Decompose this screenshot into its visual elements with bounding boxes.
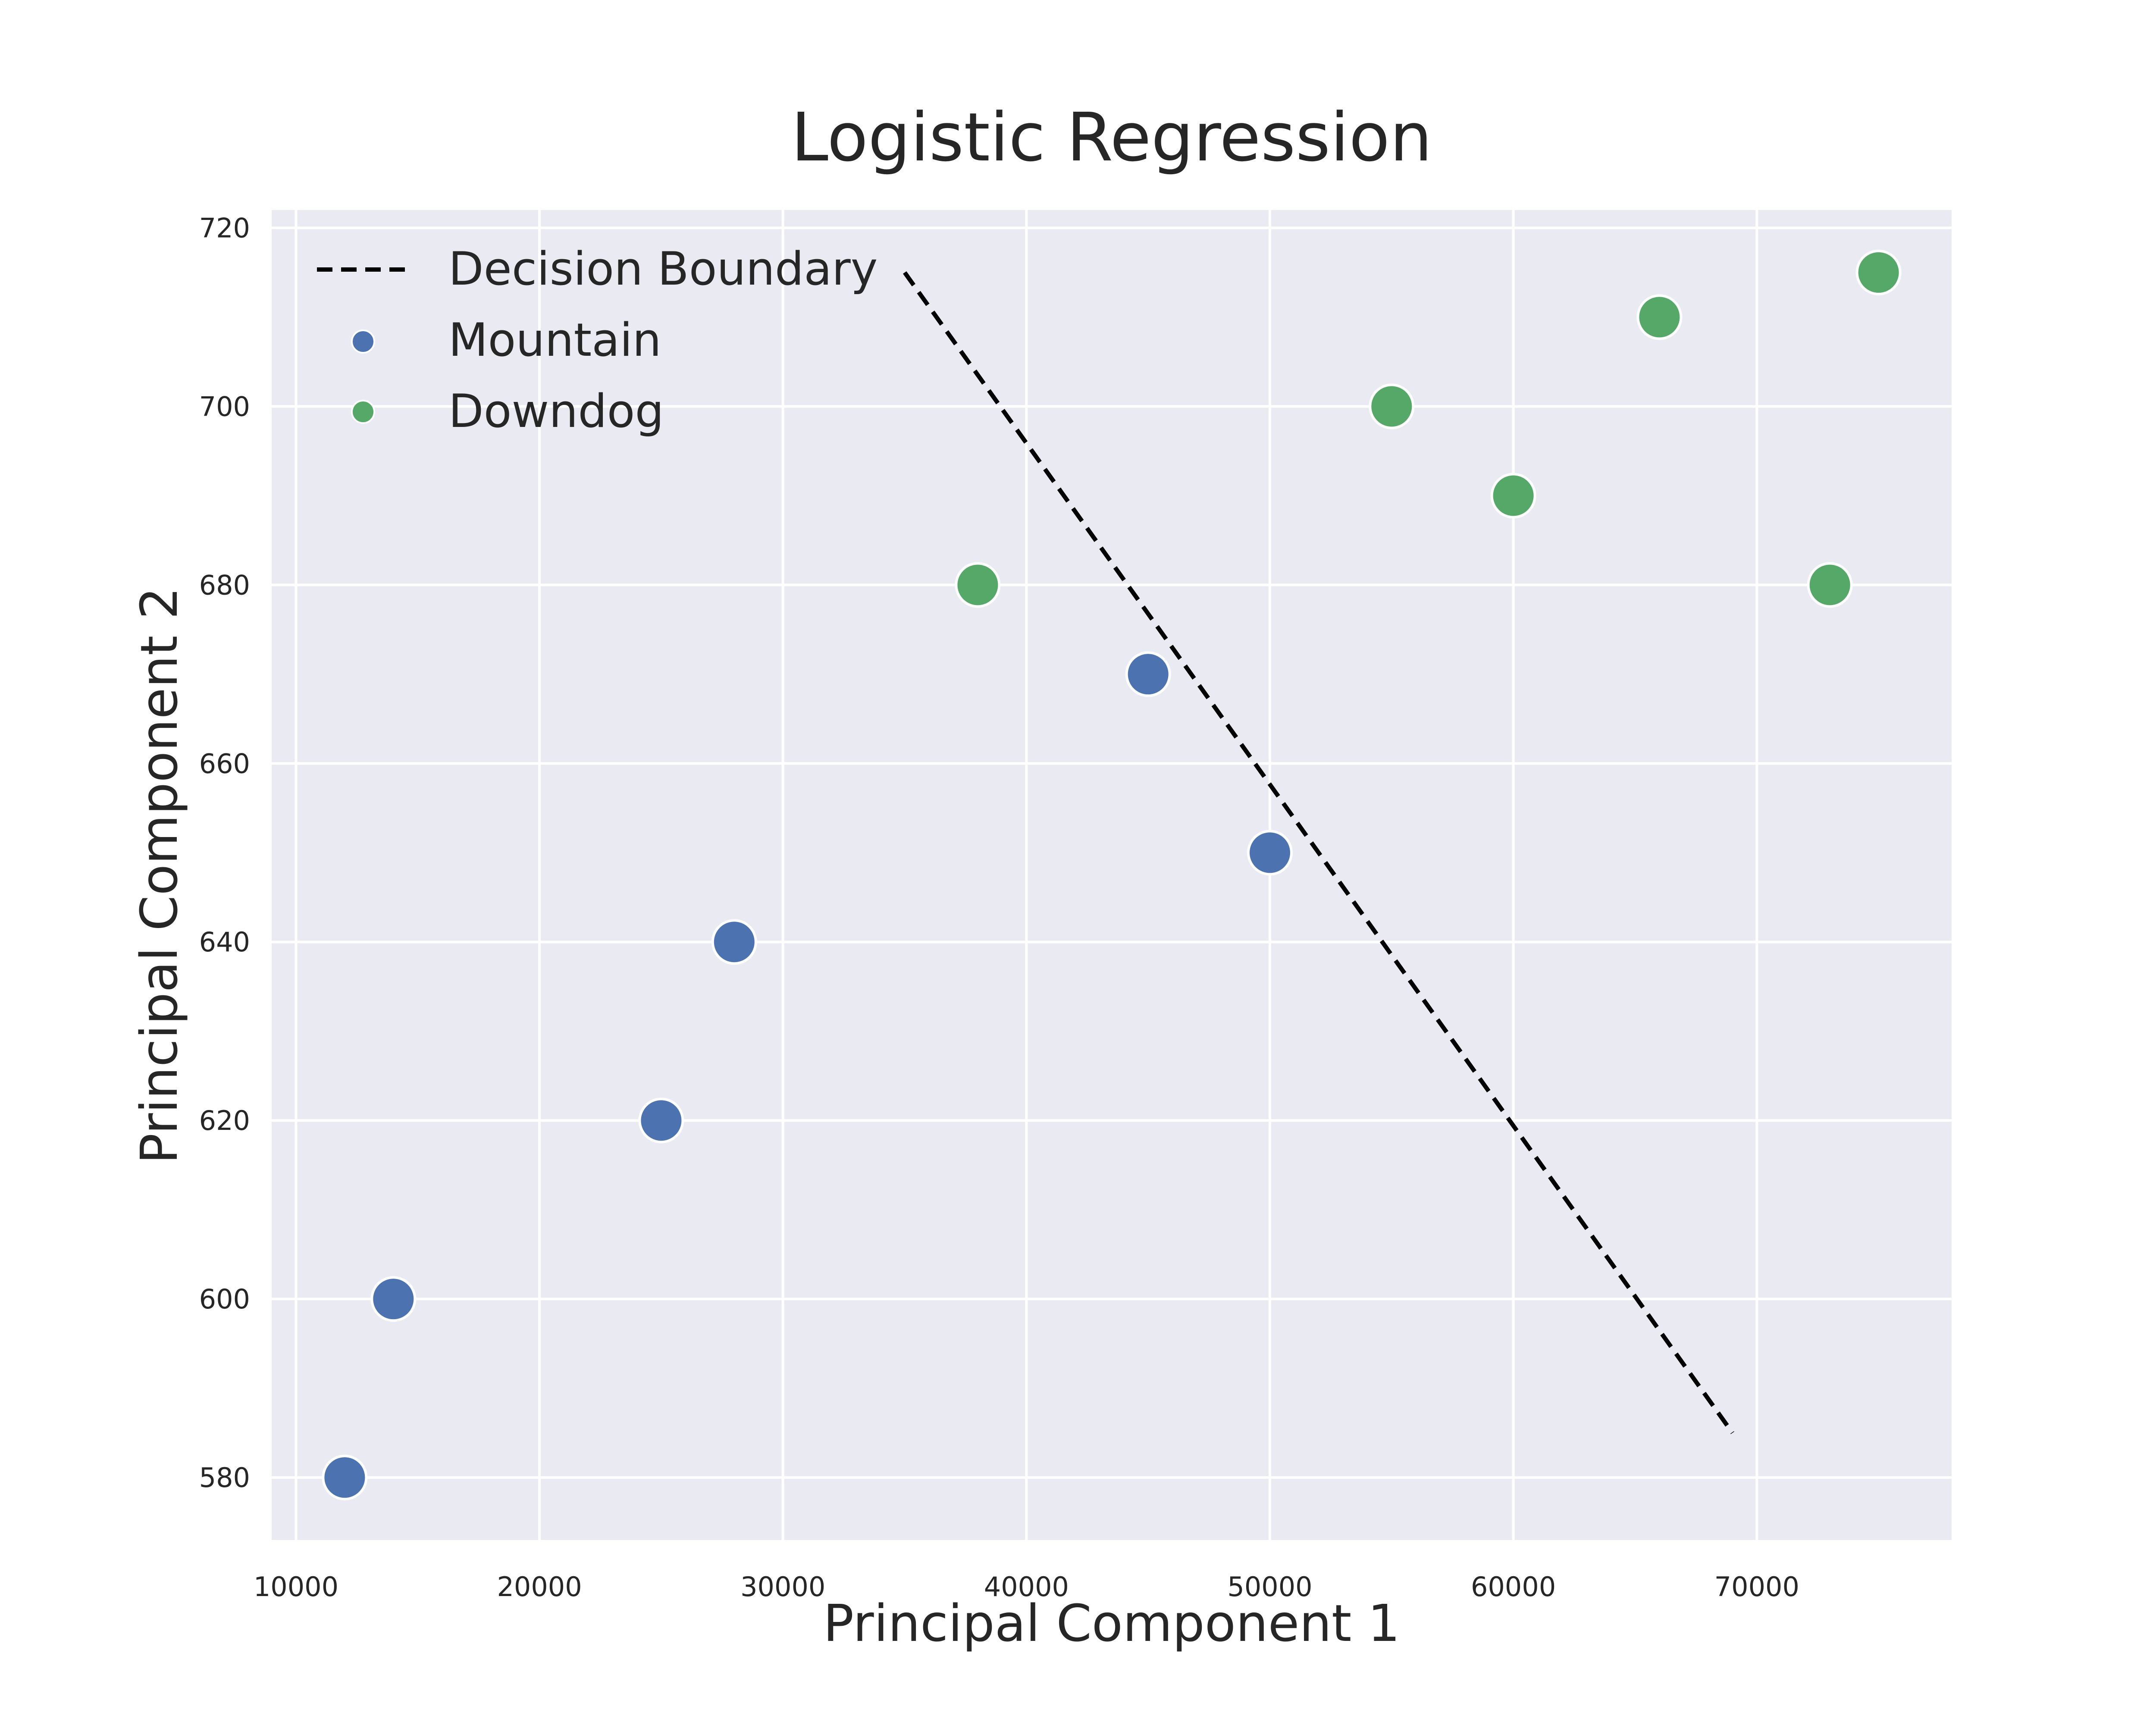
- x-tick-label: 70000: [1714, 1571, 1799, 1603]
- decision-boundary-line: [903, 271, 1734, 1434]
- legend-downdog-label: Downdog: [448, 385, 664, 438]
- points-layer: [322, 249, 1902, 1501]
- plot-area: [272, 210, 1952, 1540]
- x-axis-label: Principal Component 1: [823, 1593, 1400, 1653]
- grid-x: [295, 210, 1758, 1540]
- downdog-point: [1636, 294, 1683, 340]
- mountain-point: [711, 919, 757, 965]
- x-tick-label: 60000: [1471, 1571, 1556, 1603]
- x-tick-label: 10000: [254, 1571, 338, 1603]
- mountain-point: [322, 1455, 368, 1501]
- y-tick-label: 600: [199, 1283, 250, 1315]
- legend-mountain-marker: [351, 329, 375, 354]
- mountain-point: [638, 1098, 684, 1144]
- grid-y: [272, 226, 1952, 1479]
- legend-mountain-label: Mountain: [448, 314, 661, 367]
- y-tick-label: 620: [199, 1105, 250, 1136]
- chart-title: Logistic Regression: [791, 98, 1432, 176]
- mountain-point: [370, 1276, 417, 1322]
- x-tick-label: 30000: [740, 1571, 825, 1603]
- y-tick-label: 660: [199, 748, 250, 779]
- y-tick-label: 700: [199, 391, 250, 422]
- downdog-point: [1855, 249, 1902, 295]
- downdog-point: [955, 562, 1001, 608]
- downdog-point: [1369, 383, 1415, 430]
- legend-downdog-marker: [351, 400, 375, 424]
- downdog-point: [1490, 473, 1536, 519]
- x-tick-label: 50000: [1227, 1571, 1312, 1603]
- x-tick-labels: 10000 20000 30000 40000 50000 60000 70000: [254, 1571, 1799, 1603]
- y-tick-label: 580: [199, 1462, 250, 1493]
- decision-boundary-layer: [903, 271, 1734, 1434]
- y-tick-label: 720: [199, 212, 250, 244]
- mountain-point: [1247, 830, 1293, 876]
- legend: Decision Boundary Mountain Downdog: [317, 242, 877, 438]
- legend-decision-boundary-label: Decision Boundary: [448, 242, 877, 295]
- mountain-point: [1125, 651, 1171, 697]
- y-tick-label: 640: [199, 926, 250, 958]
- x-tick-label: 20000: [497, 1571, 582, 1603]
- x-tick-label: 40000: [984, 1571, 1069, 1603]
- y-axis-label: Principal Component 2: [129, 587, 189, 1164]
- y-tick-labels: 580 600 620 640 660 680 700 720: [199, 212, 250, 1493]
- downdog-point: [1807, 562, 1853, 608]
- y-tick-label: 680: [199, 569, 250, 601]
